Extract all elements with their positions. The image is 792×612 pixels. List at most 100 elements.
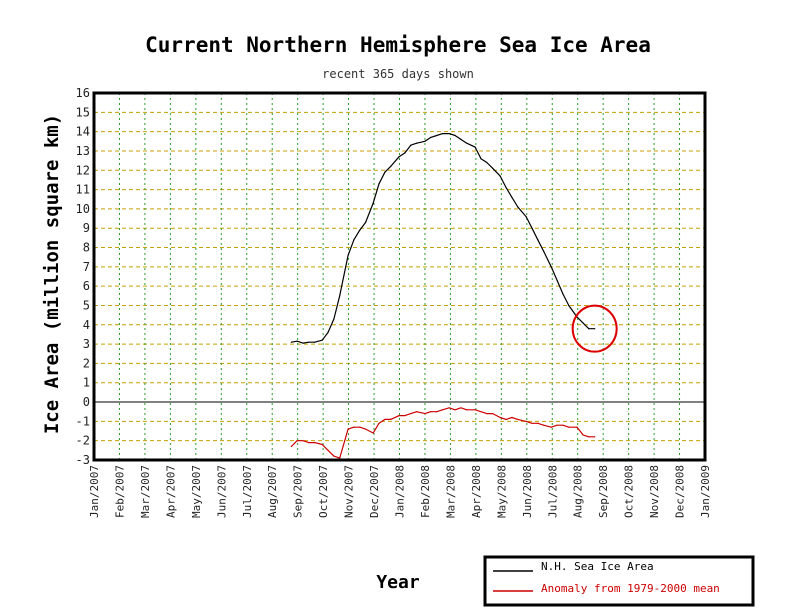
data-point — [582, 434, 584, 436]
data-point — [562, 293, 564, 295]
x-axis-label: Year — [376, 572, 420, 593]
data-point — [474, 146, 476, 148]
y-tick-label: 15 — [76, 105, 90, 119]
data-point — [314, 341, 316, 343]
data-point — [424, 140, 426, 142]
y-tick-label: 0 — [83, 395, 90, 409]
x-tick-label: Jun/2008 — [521, 465, 534, 518]
data-point — [454, 409, 456, 411]
chart-title: Current Northern Hemisphere Sea Ice Area — [145, 33, 651, 57]
x-tick-label: Aug/2007 — [266, 465, 279, 518]
x-tick-label: Aug/2008 — [572, 465, 585, 518]
data-point — [416, 142, 418, 144]
data-point — [308, 442, 310, 444]
data-point — [290, 445, 292, 448]
data-point — [466, 409, 468, 411]
data-point — [550, 426, 552, 428]
y-tick-label: -1 — [76, 414, 90, 428]
legend: N.H. Sea Ice Area Anomaly from 1979-2000… — [483, 555, 755, 607]
data-point — [474, 409, 476, 411]
x-tick-label: Jan/2007 — [88, 465, 101, 518]
data-point — [466, 142, 468, 144]
x-tick-label: May/2007 — [190, 465, 203, 518]
legend-label-anomaly: Anomaly from 1979-2000 mean — [541, 582, 720, 595]
y-tick-label: 13 — [76, 144, 90, 158]
x-tick-label: Oct/2007 — [317, 465, 330, 518]
data-point — [327, 449, 329, 451]
data-point — [499, 175, 501, 177]
series-layer — [290, 133, 596, 459]
y-tick-label: 3 — [83, 337, 90, 351]
data-point — [398, 156, 400, 158]
data-point — [582, 322, 584, 324]
data-point — [390, 418, 392, 420]
x-tick-label: May/2008 — [495, 465, 508, 518]
x-tick-label: Jul/2007 — [241, 465, 254, 518]
grid — [93, 92, 706, 461]
y-tick-label: 7 — [83, 260, 90, 274]
data-point — [525, 216, 527, 218]
data-point — [378, 422, 380, 424]
data-point — [353, 426, 355, 428]
y-tick-label: 8 — [83, 241, 90, 255]
x-tick-label: Jan/2008 — [394, 465, 407, 518]
data-point — [436, 411, 438, 413]
data-point — [594, 436, 596, 438]
x-tick-label: Apr/2007 — [164, 465, 177, 518]
data-point — [339, 295, 341, 297]
data-point — [410, 144, 412, 146]
data-point — [448, 407, 450, 409]
data-point — [333, 455, 335, 457]
data-point — [525, 420, 527, 422]
data-point — [410, 413, 412, 415]
data-point — [531, 227, 533, 229]
data-point — [378, 183, 380, 185]
plot-frame — [92, 91, 707, 462]
data-point — [404, 152, 406, 154]
data-point — [505, 418, 507, 420]
data-point — [372, 432, 374, 434]
y-tick-label: 16 — [76, 86, 90, 100]
data-point — [517, 206, 519, 208]
highlight-circle — [571, 304, 618, 353]
data-point — [384, 418, 386, 420]
data-point — [404, 415, 406, 417]
data-point — [480, 411, 482, 413]
data-point — [537, 239, 539, 241]
data-point — [296, 340, 298, 342]
data-point — [576, 426, 578, 428]
y-tick-label: 4 — [83, 318, 90, 332]
data-point — [430, 411, 432, 413]
data-point — [505, 187, 507, 189]
data-point — [359, 426, 361, 428]
x-tick-label: Oct/2008 — [623, 465, 636, 518]
data-point — [424, 413, 426, 415]
data-point — [359, 229, 361, 231]
x-tick-label: Jun/2007 — [215, 465, 228, 518]
data-point — [460, 138, 462, 140]
x-tick-label: Dec/2008 — [674, 465, 687, 518]
y-tick-label: 14 — [76, 125, 90, 139]
data-point — [384, 171, 386, 173]
data-point — [562, 424, 564, 426]
data-point — [492, 413, 494, 415]
x-tick-labels: Jan/2007 Feb/2007 Mar/2007 Apr/2007 May/2007… — [88, 465, 712, 518]
y-tick-label: 5 — [83, 298, 90, 312]
data-point — [321, 443, 323, 446]
data-point — [543, 424, 545, 426]
y-tick-label: 9 — [83, 221, 90, 235]
data-point — [492, 167, 494, 169]
x-tick-label: Nov/2007 — [343, 465, 356, 518]
y-tick-label: 1 — [83, 376, 90, 390]
legend-frame — [483, 555, 755, 607]
data-point — [511, 416, 513, 419]
data-point — [568, 426, 570, 428]
x-tick-label: Apr/2008 — [470, 465, 483, 518]
data-point — [441, 133, 444, 135]
data-point — [537, 422, 539, 424]
data-point — [339, 457, 341, 459]
data-point — [314, 442, 316, 444]
data-point — [511, 196, 513, 198]
x-tick-label: Mar/2007 — [139, 465, 152, 518]
